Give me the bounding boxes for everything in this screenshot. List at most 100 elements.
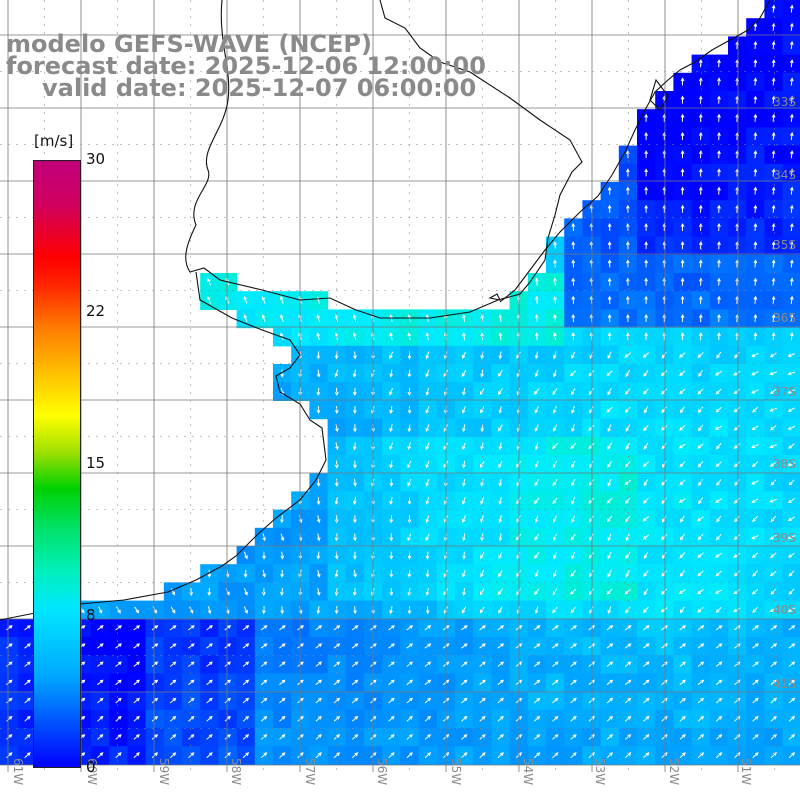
wind-arrow bbox=[425, 351, 430, 360]
wind-arrow bbox=[643, 479, 649, 487]
wind-arrow bbox=[169, 752, 177, 759]
wind-arrow bbox=[533, 625, 541, 631]
wind-arrow bbox=[788, 443, 795, 449]
wind-arrow bbox=[553, 332, 557, 341]
wind-arrow bbox=[698, 222, 703, 232]
wind-arrow bbox=[625, 259, 630, 268]
model-title: modelo GEFS-WAVE (NCEP) bbox=[6, 30, 372, 58]
wind-arrow bbox=[625, 222, 630, 232]
wind-arrow bbox=[151, 697, 159, 704]
wind-arrow bbox=[643, 679, 650, 686]
wind-arrow bbox=[644, 332, 648, 341]
wind-arrow bbox=[625, 313, 630, 323]
wind-arrow bbox=[425, 332, 430, 341]
wind-arrow bbox=[352, 332, 357, 341]
wind-arrow bbox=[771, 131, 776, 141]
lat-label: 40S bbox=[773, 603, 796, 617]
wind-arrow bbox=[169, 734, 177, 740]
wind-arrow bbox=[770, 734, 777, 740]
wind-arrow bbox=[697, 352, 704, 359]
wind-arrow bbox=[751, 534, 759, 540]
wind-arrow bbox=[787, 552, 795, 558]
wind-arrow bbox=[680, 131, 685, 141]
wind-arrow bbox=[461, 715, 468, 722]
wind-arrow bbox=[752, 715, 759, 722]
wind-arrow bbox=[753, 204, 758, 213]
wind-arrow bbox=[698, 77, 703, 86]
wind-arrow bbox=[607, 313, 612, 323]
wind-arrow bbox=[133, 625, 141, 631]
lat-label: 41S bbox=[773, 677, 796, 691]
wind-arrow bbox=[753, 77, 758, 86]
wind-arrow bbox=[789, 77, 794, 86]
wind-arrow bbox=[425, 569, 430, 578]
wind-arrow bbox=[717, 168, 721, 177]
wind-arrow bbox=[188, 643, 195, 649]
wind-arrow bbox=[388, 679, 395, 686]
wind-arrow bbox=[151, 734, 159, 740]
wind-arrow bbox=[261, 296, 266, 304]
wind-arrow bbox=[389, 351, 394, 360]
wind-arrow bbox=[788, 570, 795, 577]
colorbar-tick-8: 8 bbox=[86, 606, 96, 624]
colorbar-tick-22: 22 bbox=[86, 302, 106, 320]
wind-arrow bbox=[752, 661, 759, 667]
wind-arrow bbox=[316, 606, 321, 615]
wind-arrow bbox=[552, 715, 559, 722]
wind-arrow bbox=[753, 95, 758, 104]
wind-arrow bbox=[679, 570, 686, 577]
wind-arrow bbox=[606, 679, 614, 686]
wind-arrow bbox=[733, 424, 740, 431]
wind-arrow bbox=[407, 587, 412, 597]
wind-arrow bbox=[698, 277, 703, 286]
wind-arrow bbox=[389, 606, 393, 615]
wind-arrow bbox=[260, 661, 268, 667]
wind-arrow bbox=[589, 533, 594, 541]
wind-arrow bbox=[279, 752, 286, 759]
wind-arrow bbox=[425, 478, 430, 487]
wind-arrow bbox=[351, 661, 359, 667]
wind-arrow bbox=[552, 606, 558, 614]
wind-arrow bbox=[389, 369, 394, 378]
wind-arrow bbox=[206, 625, 213, 631]
wind-arrow bbox=[534, 497, 540, 504]
wind-arrow bbox=[715, 625, 723, 631]
wind-arrow bbox=[680, 113, 685, 122]
wind-arrow bbox=[606, 370, 613, 377]
wind-arrow bbox=[753, 259, 758, 268]
wind-arrow bbox=[407, 478, 412, 487]
wind-arrow bbox=[279, 661, 286, 667]
wind-arrow bbox=[753, 186, 758, 195]
wind-arrow bbox=[751, 352, 759, 358]
wind-arrow bbox=[462, 332, 466, 341]
wind-arrow bbox=[570, 588, 577, 595]
wind-arrow bbox=[625, 606, 631, 614]
wind-arrow bbox=[97, 752, 104, 759]
wind-arrow bbox=[770, 625, 778, 631]
wind-arrow bbox=[279, 697, 286, 704]
wind-arrow bbox=[533, 661, 541, 667]
wind-arrow bbox=[424, 697, 432, 704]
lon-label: 60W bbox=[85, 758, 99, 785]
lat-label: 33S bbox=[773, 95, 796, 109]
wind-arrow bbox=[533, 752, 541, 759]
wind-arrow bbox=[389, 442, 394, 451]
wind-arrow bbox=[679, 679, 686, 686]
wind-arrow bbox=[461, 697, 468, 704]
wind-arrow bbox=[771, 313, 776, 323]
wind-arrow bbox=[6, 715, 13, 722]
wind-arrow bbox=[188, 734, 195, 740]
wind-arrow bbox=[553, 351, 557, 360]
wind-arrow bbox=[789, 295, 794, 304]
wind-arrow bbox=[753, 59, 758, 68]
wind-arrow bbox=[770, 643, 778, 649]
wind-arrow bbox=[715, 661, 723, 667]
wind-arrow bbox=[242, 715, 250, 722]
wind-arrow bbox=[552, 752, 559, 759]
wind-arrow bbox=[407, 442, 412, 451]
wind-arrow bbox=[497, 752, 504, 759]
wind-arrow bbox=[462, 313, 466, 323]
wind-arrow bbox=[771, 295, 776, 304]
wind-arrow bbox=[189, 606, 194, 614]
wind-arrow bbox=[606, 497, 613, 504]
